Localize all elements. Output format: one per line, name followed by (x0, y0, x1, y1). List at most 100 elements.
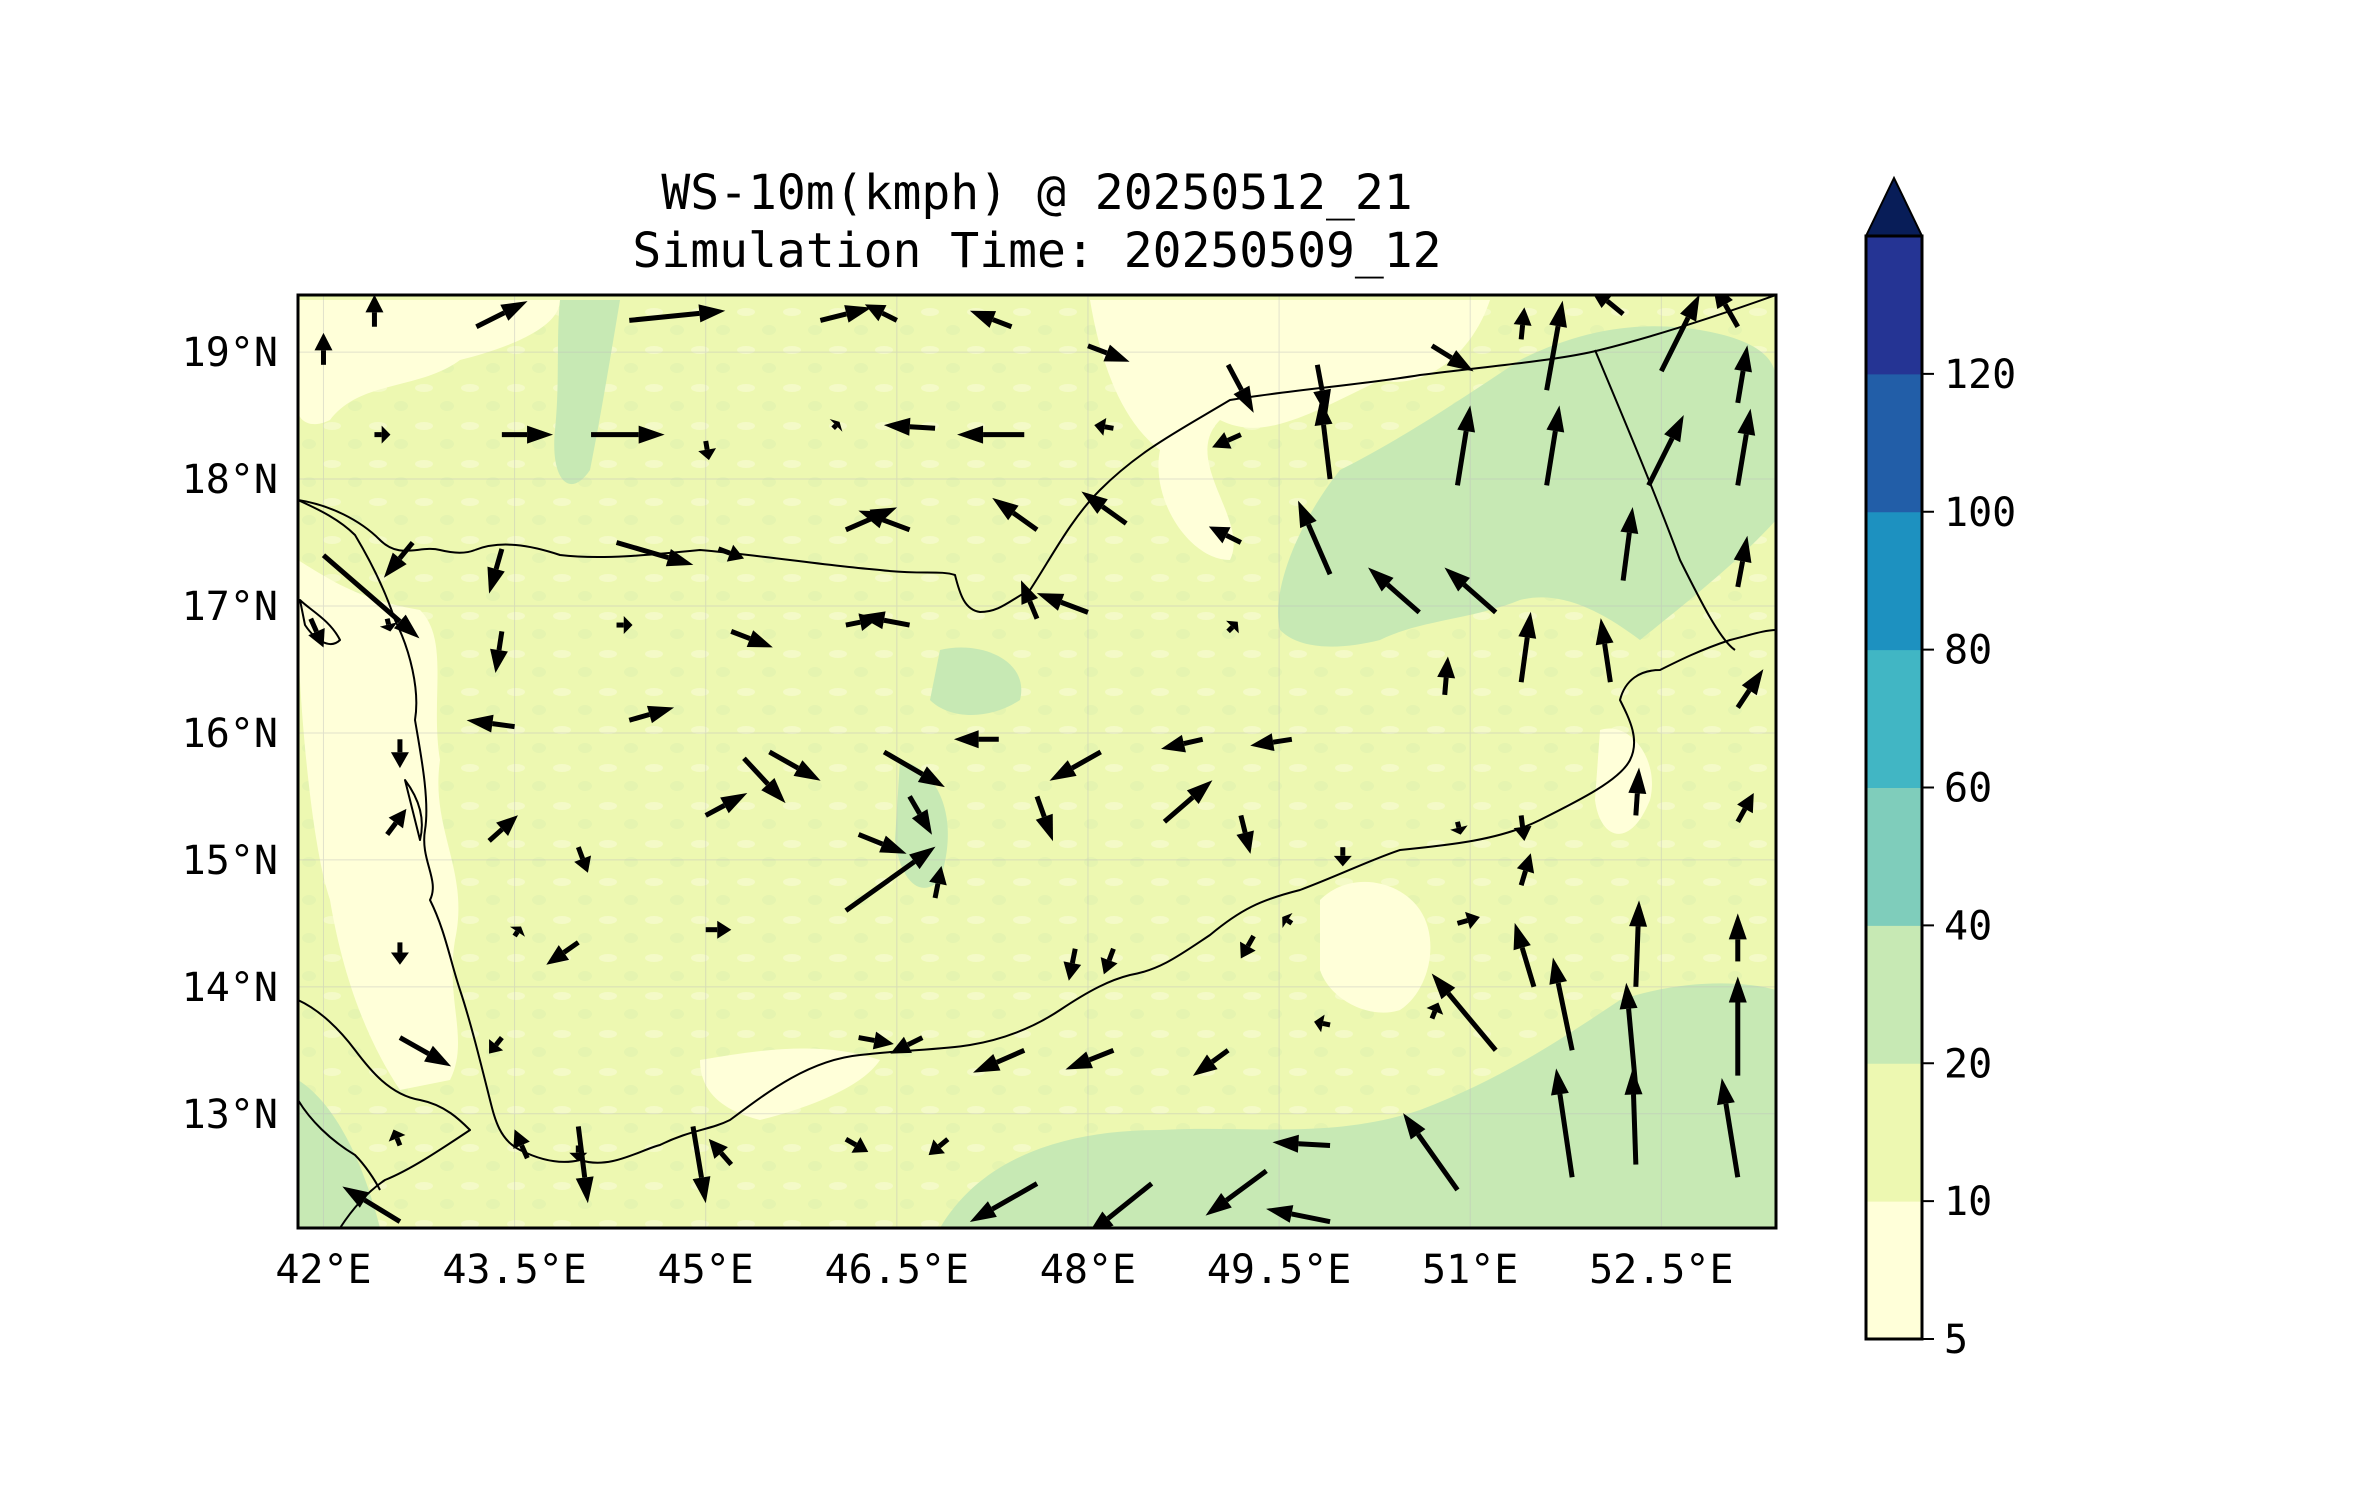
wind-vector (501, 425, 554, 444)
y-tick-label: 14°N (182, 965, 278, 1011)
x-tick-label: 46.5°E (825, 1247, 970, 1293)
wind-vector (1431, 973, 1498, 1052)
wind-vector (1161, 734, 1204, 753)
wind-vector (1544, 405, 1565, 486)
chart-title-line-2: Simulation Time: 20250509_12 (632, 223, 1441, 279)
wind-vector (1551, 1068, 1575, 1178)
wind-vector (857, 832, 907, 854)
wind-vector (698, 440, 717, 461)
wind-vector (1430, 343, 1474, 372)
shade-20-40-gulf-of-aden (940, 983, 1776, 1228)
wind-vector (487, 548, 505, 594)
wind-vector (1659, 295, 1700, 373)
wind-vector (928, 1137, 950, 1156)
wind-vector (864, 304, 898, 323)
x-tick-label: 43.5°E (442, 1247, 587, 1293)
colorbar-tick-label: 10 (1944, 1179, 1992, 1225)
wind-vector (1094, 417, 1114, 436)
y-tick-label: 13°N (182, 1092, 278, 1138)
wind-vector (1444, 567, 1498, 615)
colorbar-tick-label: 100 (1944, 490, 2016, 536)
wind-vector (1549, 957, 1575, 1051)
x-tick-label: 51°E (1422, 1247, 1518, 1293)
x-tick-label: 49.5°E (1207, 1247, 1352, 1293)
wind-vector (1036, 593, 1089, 615)
wind-vector (1513, 307, 1532, 340)
wind-vector (768, 749, 821, 781)
wind-vector (1034, 795, 1053, 842)
wind-vector (1212, 432, 1242, 449)
wind-vector (1065, 1047, 1115, 1070)
wind-vector (314, 332, 333, 365)
coastlines-and-borders (298, 295, 1776, 1228)
wind-vector (1368, 567, 1421, 615)
wind-vector (1450, 821, 1468, 835)
wind-vector (1208, 526, 1242, 545)
wind-vector (829, 419, 843, 432)
wind-vector (1646, 415, 1684, 487)
wind-vector (1226, 620, 1239, 634)
wind-vector (509, 926, 525, 938)
wind-vector (1629, 900, 1648, 987)
wind-vector (704, 793, 748, 818)
shade-5-10-north-strip (1090, 300, 1490, 560)
border-saudi-yemen (474, 295, 1776, 613)
wind-vector (489, 1036, 504, 1054)
wind-vector (591, 425, 665, 444)
wind-vector (858, 611, 911, 630)
wind-vector (546, 940, 580, 965)
wind-vector (374, 425, 391, 444)
x-tick-label: 48°E (1040, 1247, 1136, 1293)
wind-vector (705, 920, 732, 939)
wind-vector (1272, 1134, 1331, 1153)
wind-vector (858, 510, 911, 533)
wind-vector (1714, 295, 1740, 328)
wind-vector (475, 301, 528, 329)
wind-vector (1225, 363, 1254, 413)
wind-vector (629, 304, 726, 323)
colorbar-segment (1866, 373, 1922, 513)
wind-vector (513, 1129, 530, 1160)
wind-vector (1516, 853, 1535, 886)
wind-vector (1593, 295, 1625, 316)
wind-vector (1733, 535, 1752, 588)
shade-20-40-north-plateau (554, 300, 620, 485)
colorbar-tick-label: 120 (1944, 352, 2016, 398)
wind-vector (1513, 815, 1532, 842)
wind-vector (1236, 814, 1254, 854)
wind-vector (1518, 611, 1537, 683)
wind-vector (1063, 948, 1082, 981)
x-tick-label: 42°E (275, 1247, 371, 1293)
wind-vector (390, 739, 409, 769)
y-tick-label: 16°N (182, 711, 278, 757)
wind-vector (1717, 1078, 1741, 1178)
wind-vector (1205, 1168, 1268, 1216)
island-farasan (299, 599, 341, 645)
y-tick-label: 17°N (182, 584, 278, 630)
wind-vector (953, 730, 999, 749)
wind-vector (1087, 343, 1130, 362)
wind-vector (615, 540, 694, 567)
wind-vector (385, 808, 407, 836)
map-frame (296, 293, 1778, 1230)
wind-vector (883, 417, 936, 436)
wind-vector (616, 616, 633, 635)
wind-vector (1437, 656, 1456, 696)
colorbar-tick-label: 20 (1944, 1041, 1992, 1087)
wind-vector (1735, 669, 1764, 709)
colorbar-segment (1866, 1063, 1922, 1202)
wind-vector (1314, 399, 1333, 480)
wind-speed-shading (298, 295, 1776, 1228)
wind-vector (383, 540, 415, 578)
shade-5-10-north-west (298, 300, 560, 425)
wind-vector (1620, 507, 1639, 581)
wind-vector (992, 497, 1039, 532)
wind-vector (1192, 1048, 1230, 1076)
wind-vector (1298, 500, 1333, 576)
coastline-red-sea-arabia (298, 499, 1776, 1164)
wind-vector (1735, 408, 1756, 486)
island-kamaran (404, 779, 423, 841)
coastline-eritrea (298, 1099, 381, 1191)
x-tick-label: 45°E (658, 1247, 754, 1293)
wind-vector (365, 295, 384, 327)
